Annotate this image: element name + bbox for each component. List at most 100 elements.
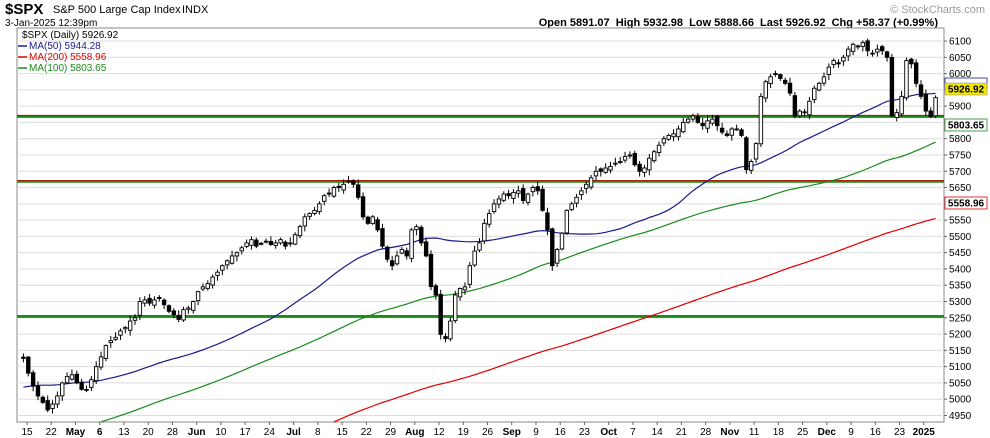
candle-body (64, 375, 70, 384)
candlestick (889, 53, 895, 118)
candle-body (360, 196, 366, 218)
candlestick (365, 215, 371, 226)
x-tick-label: Nov (720, 427, 739, 438)
candlestick (773, 70, 778, 77)
candle-body (904, 60, 909, 99)
candle-body (651, 151, 657, 162)
x-tick-label: 12 (433, 427, 445, 438)
candlestick (351, 179, 356, 188)
candle-body (855, 45, 861, 48)
candlestick (719, 122, 725, 135)
x-tick-label: 23 (579, 427, 591, 438)
candlestick (710, 114, 715, 126)
candle-body (744, 137, 749, 171)
candle-body (30, 372, 36, 387)
candle-body (40, 396, 46, 403)
candlestick (404, 247, 409, 260)
candle-body (307, 213, 312, 217)
candle-body (239, 247, 244, 252)
candlestick (30, 370, 36, 392)
candlestick (588, 174, 594, 190)
x-tick-label: 15 (21, 427, 33, 438)
candlestick (574, 193, 579, 208)
y-tick-label: 6100 (949, 37, 972, 48)
candlestick (55, 391, 60, 408)
ma100-tag-label: 5803.65 (948, 121, 985, 132)
candle-body (656, 144, 662, 153)
candle-body (666, 135, 671, 140)
candle-body (763, 81, 768, 99)
candlestick (860, 40, 865, 52)
candlestick (690, 113, 696, 123)
candle-body (288, 242, 293, 245)
last-price-tag-box (944, 82, 988, 96)
candle-body (676, 128, 681, 138)
candle-body (758, 95, 764, 145)
candlestick (884, 50, 890, 62)
candle-body (341, 183, 346, 191)
candle-body (94, 366, 99, 382)
candlestick (195, 290, 201, 306)
candle-body (137, 301, 143, 316)
candle-body (884, 51, 890, 58)
candlestick (724, 130, 730, 138)
candle-body (700, 122, 705, 127)
candlestick (918, 80, 924, 100)
candlestick (64, 372, 70, 385)
legend-ma100: MA(100) 5803.65 (29, 63, 107, 74)
candle-body (50, 403, 55, 409)
candlestick (608, 161, 613, 174)
candle-body (632, 153, 637, 166)
ma100-line (100, 141, 936, 423)
candle-body (506, 193, 511, 197)
candle-body (127, 320, 133, 331)
candlestick (671, 129, 676, 142)
candlestick (40, 395, 46, 404)
x-axis: 15 22 May 6 13 20 28 Jun 10 17 24 Jul 8 15 22 29 Aug 12 19… (21, 422, 935, 438)
candlestick (399, 247, 405, 255)
candlestick (807, 97, 812, 120)
candlestick (812, 85, 817, 104)
candle-body (860, 42, 865, 47)
x-tick-label: 10 (215, 427, 227, 438)
candle-body (200, 286, 206, 290)
candle-body (516, 190, 521, 194)
candlestick (161, 298, 167, 310)
candle-body (103, 345, 109, 359)
candlestick (380, 223, 385, 249)
candle-body (292, 234, 298, 245)
legend-ma50: MA(50) 5944.28 (29, 41, 101, 52)
candlestick (618, 156, 623, 165)
chart-symbol: $SPX (5, 1, 43, 18)
candle-body (608, 165, 613, 171)
candlestick (210, 274, 215, 289)
candlestick (118, 328, 123, 340)
candle-body (123, 327, 128, 330)
candlestick (816, 81, 822, 92)
candle-body (618, 161, 623, 164)
x-tick-label: 26 (482, 427, 494, 438)
x-tick-label: 23 (894, 427, 906, 438)
y-tick-label: 5450 (949, 248, 972, 259)
candle-body (176, 314, 181, 320)
candlestick (487, 209, 492, 228)
candle-body (346, 180, 351, 183)
candlestick (89, 375, 94, 391)
candle-body (749, 161, 754, 171)
candlestick (108, 335, 113, 348)
candle-body (559, 232, 565, 250)
candle-body (899, 95, 904, 115)
x-tick-label: 18 (773, 427, 785, 438)
candlestick (540, 185, 545, 212)
candlestick (35, 381, 41, 401)
candle-body (831, 60, 836, 66)
candlestick (394, 250, 400, 266)
ohlc-summary: Open 5891.07 High 5932.98 Low 5888.66 La… (539, 17, 939, 29)
candlestick (336, 182, 341, 192)
candlestick (782, 77, 788, 86)
candle-body (147, 297, 152, 304)
candlestick (831, 58, 836, 69)
ma200-tag: 5558.96 (944, 196, 988, 210)
candle-body (802, 111, 807, 114)
